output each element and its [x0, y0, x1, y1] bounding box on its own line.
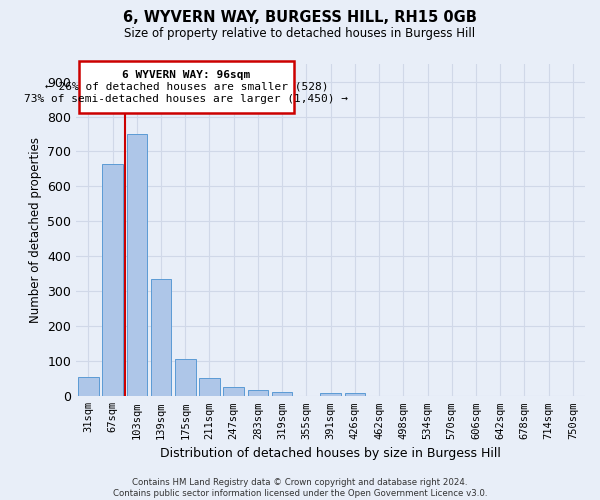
Text: Contains HM Land Registry data © Crown copyright and database right 2024.
Contai: Contains HM Land Registry data © Crown c… [113, 478, 487, 498]
FancyBboxPatch shape [79, 60, 294, 113]
Bar [223, 387, 244, 396]
X-axis label: Distribution of detached houses by size in Burgess Hill: Distribution of detached houses by size … [160, 447, 501, 460]
Bar [248, 390, 268, 396]
Y-axis label: Number of detached properties: Number of detached properties [29, 137, 42, 323]
Bar [102, 164, 123, 396]
Bar [199, 378, 220, 396]
Text: Size of property relative to detached houses in Burgess Hill: Size of property relative to detached ho… [124, 28, 476, 40]
Bar [175, 358, 196, 397]
Text: 6 WYVERN WAY: 96sqm: 6 WYVERN WAY: 96sqm [122, 70, 251, 80]
Bar [272, 392, 292, 396]
Text: 73% of semi-detached houses are larger (1,450) →: 73% of semi-detached houses are larger (… [25, 94, 349, 104]
Bar [151, 279, 172, 396]
Bar [344, 393, 365, 396]
Text: ← 26% of detached houses are smaller (528): ← 26% of detached houses are smaller (52… [45, 82, 328, 92]
Bar [127, 134, 147, 396]
Bar [78, 377, 98, 396]
Text: 6, WYVERN WAY, BURGESS HILL, RH15 0GB: 6, WYVERN WAY, BURGESS HILL, RH15 0GB [123, 10, 477, 25]
Bar [320, 393, 341, 396]
